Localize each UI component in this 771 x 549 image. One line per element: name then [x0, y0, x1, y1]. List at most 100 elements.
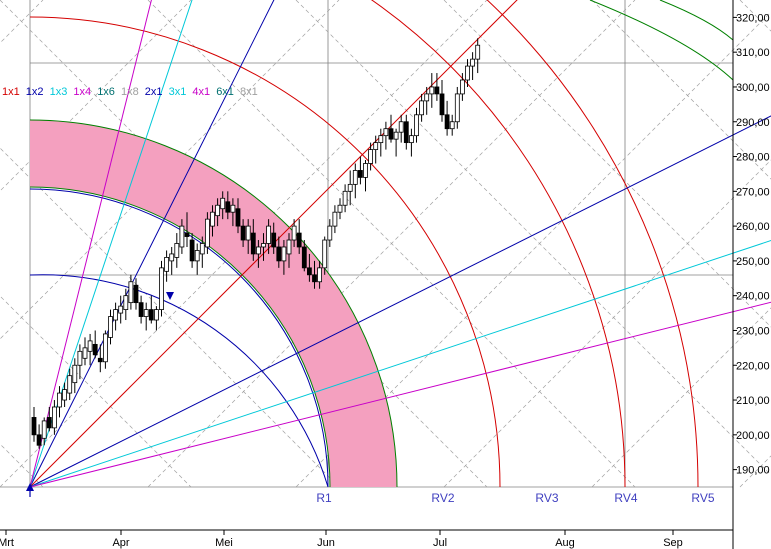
candle	[403, 114, 409, 150]
candle-body	[118, 305, 124, 314]
diag-grid-line	[443, 0, 771, 328]
x-tick-label: Sep	[663, 537, 683, 549]
candle	[317, 260, 323, 289]
candle	[174, 233, 180, 268]
candle	[434, 73, 440, 101]
candle-body	[143, 309, 149, 317]
fan-line	[29, 0, 518, 488]
fan-line	[29, 0, 193, 488]
radial-label: RV2	[431, 491, 454, 505]
candle	[281, 240, 287, 275]
candle-body	[210, 211, 215, 227]
candle	[164, 250, 170, 282]
candle	[46, 406, 52, 432]
x-tick-label: Jun	[317, 537, 335, 549]
candle-body	[220, 197, 226, 210]
candle-body	[199, 243, 205, 255]
candle	[266, 219, 272, 254]
candle	[31, 406, 37, 442]
diag-grid-line	[0, 147, 340, 488]
fan-legend-item: 8x1	[240, 86, 258, 98]
candle-body	[82, 347, 88, 359]
candle-body	[230, 204, 236, 213]
candle	[363, 160, 368, 192]
diag-grid-line	[591, 0, 771, 180]
candle	[301, 240, 307, 272]
candle-body	[449, 121, 455, 130]
y-tick-label: 290,00	[736, 117, 770, 129]
candle-body	[403, 121, 409, 144]
candle-body	[255, 246, 261, 255]
green-arc	[659, 0, 734, 41]
candle	[62, 382, 67, 407]
candle-body	[72, 364, 78, 384]
candle	[72, 358, 78, 394]
candle-body	[424, 93, 430, 102]
fan-legend-item: 3x1	[169, 86, 187, 98]
candle	[347, 170, 353, 206]
candle-body	[250, 232, 256, 255]
candle-body	[179, 225, 185, 248]
candle	[220, 191, 226, 220]
candle-body	[215, 204, 221, 217]
candle	[82, 337, 88, 366]
candle-body	[465, 65, 470, 81]
candle-body	[148, 309, 154, 321]
candle-body	[373, 142, 379, 150]
candle	[470, 52, 476, 81]
candle	[439, 80, 445, 122]
candle-body	[444, 114, 450, 130]
candle	[475, 38, 481, 74]
green-arc	[589, 0, 734, 81]
candle-body	[128, 281, 134, 304]
radial-label: RV5	[691, 491, 714, 505]
y-tick-label: 190,00	[736, 465, 770, 477]
candle	[250, 219, 256, 261]
candle	[143, 302, 149, 331]
fan-legend-item: 1x1	[2, 86, 20, 98]
candle	[210, 205, 215, 237]
candle	[424, 86, 430, 115]
radial-label: RV4	[614, 491, 637, 505]
y-tick-label: 230,00	[736, 325, 770, 337]
candle	[169, 246, 175, 275]
candle-body	[352, 170, 358, 185]
candle-body	[159, 267, 164, 310]
candle-body	[337, 204, 343, 213]
candle	[92, 330, 98, 359]
candle	[261, 233, 266, 261]
candle-body	[429, 86, 435, 95]
candle-body	[419, 100, 425, 116]
candle	[373, 135, 379, 164]
candle	[383, 121, 389, 150]
candle	[199, 236, 205, 268]
candle-body	[317, 267, 323, 283]
candle	[337, 198, 343, 220]
candle-body	[281, 246, 287, 262]
candle-body	[31, 417, 37, 436]
fan-legend: 1x1 1x2 1x3 1x4 1x6 1x8 2x1 3x1 4x1 6x1 8x1	[2, 86, 258, 98]
candle-body	[194, 250, 200, 262]
candle-body	[398, 121, 404, 133]
candle-body	[347, 183, 353, 192]
candle	[245, 219, 251, 254]
radial-arc-r1	[29, 274, 329, 488]
candle-body	[77, 350, 83, 366]
candle	[240, 219, 246, 247]
candle-body	[87, 340, 93, 352]
fan-legend-item: 1x6	[97, 86, 115, 98]
candle-body	[174, 243, 180, 258]
candle-body	[103, 333, 108, 363]
fan-legend-item: 1x2	[26, 86, 44, 98]
candle	[148, 295, 154, 324]
candle	[429, 73, 435, 108]
candle-body	[322, 239, 328, 269]
candle	[393, 128, 399, 157]
candle	[138, 295, 144, 324]
candle-body	[383, 128, 389, 137]
pink-band	[30, 120, 397, 487]
candle-body	[235, 208, 241, 227]
candle-body	[46, 417, 52, 429]
